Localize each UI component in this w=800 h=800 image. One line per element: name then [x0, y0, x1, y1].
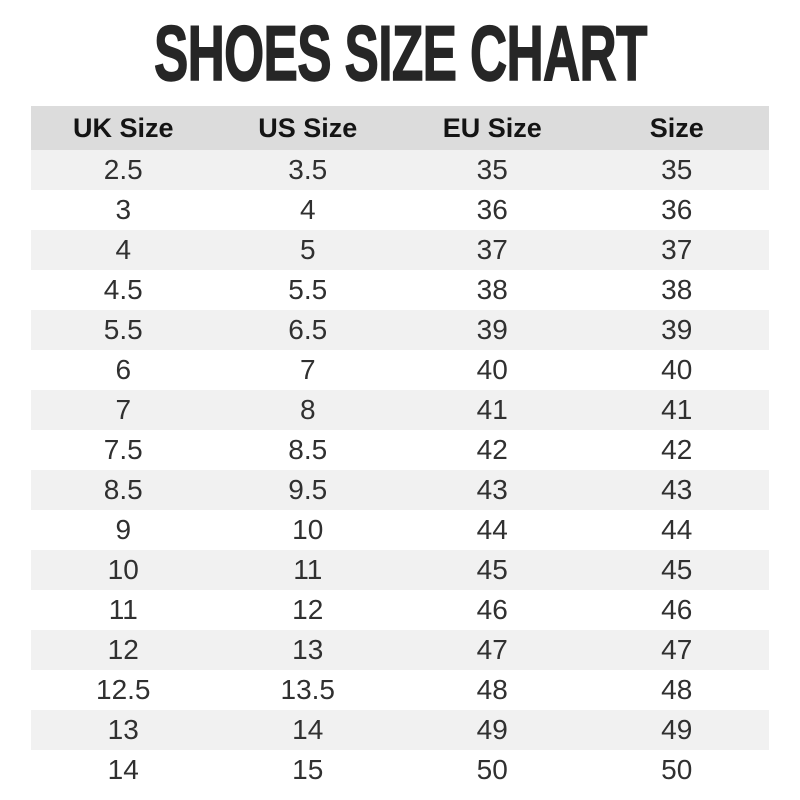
us-size-cell: 8.5 — [288, 434, 328, 465]
uk-size-cell: 7.5 — [103, 434, 143, 465]
table-row: 4.5 5.5 38 38 — [31, 270, 769, 310]
uk-size-cell: 11 — [108, 594, 138, 625]
table-row: 10 11 45 45 — [31, 550, 769, 590]
table-row: 7.5 8.5 42 42 — [31, 430, 769, 470]
uk-size-cell: 7 — [115, 394, 132, 425]
size-cell: 41 — [661, 394, 693, 425]
table-body: 2.5 3.5 35 35 3 4 36 36 4 5 37 37 — [31, 150, 769, 790]
eu-size-cell: 50 — [476, 754, 508, 785]
size-cell: 37 — [661, 234, 693, 265]
table-row: 11 12 46 46 — [31, 590, 769, 630]
eu-size-cell: 47 — [476, 634, 508, 665]
us-size-cell: 11 — [293, 554, 323, 585]
column-header-us-size: US Size — [215, 106, 400, 150]
table-head: UK Size US Size EU Size Size — [31, 106, 769, 150]
eu-size-cell: 38 — [476, 274, 508, 305]
us-size-cell: 8 — [299, 394, 316, 425]
uk-size-cell: 5.5 — [103, 314, 143, 345]
table-row: 2.5 3.5 35 35 — [31, 150, 769, 190]
table-row: 5.5 6.5 39 39 — [31, 310, 769, 350]
column-header-uk-size: UK Size — [31, 106, 216, 150]
table-row: 12.5 13.5 48 48 — [31, 670, 769, 710]
us-size-cell: 6.5 — [288, 314, 328, 345]
eu-size-cell: 37 — [476, 234, 508, 265]
us-size-cell: 9.5 — [288, 474, 328, 505]
column-header-eu-size: EU Size — [400, 106, 585, 150]
us-size-cell: 5 — [299, 234, 316, 265]
uk-size-cell: 3 — [115, 194, 132, 225]
uk-size-cell: 4.5 — [103, 274, 143, 305]
size-cell: 47 — [661, 634, 693, 665]
size-cell: 38 — [661, 274, 693, 305]
uk-size-cell: 9 — [115, 514, 132, 545]
eu-size-cell: 43 — [476, 474, 508, 505]
title-bar: SHOES SIZE CHART — [0, 0, 800, 106]
table-row: 12 13 47 47 — [31, 630, 769, 670]
eu-size-cell: 39 — [476, 314, 508, 345]
table-row: 7 8 41 41 — [31, 390, 769, 430]
uk-size-cell: 12.5 — [96, 674, 151, 705]
eu-size-cell: 42 — [476, 434, 508, 465]
eu-size-cell: 46 — [476, 594, 508, 625]
eu-size-cell: 40 — [476, 354, 508, 385]
us-size-cell: 3.5 — [288, 154, 328, 185]
uk-size-cell: 12 — [107, 634, 139, 665]
size-cell: 40 — [661, 354, 693, 385]
uk-size-cell: 4 — [115, 234, 132, 265]
size-cell: 46 — [661, 594, 693, 625]
size-chart-table: UK Size US Size EU Size Size 2.5 3.5 35 … — [31, 106, 769, 790]
table-row: 9 10 44 44 — [31, 510, 769, 550]
us-size-cell: 7 — [299, 354, 316, 385]
uk-size-cell: 8.5 — [103, 474, 143, 505]
size-cell: 49 — [661, 714, 693, 745]
us-size-cell: 15 — [292, 754, 324, 785]
table-row: 14 15 50 50 — [31, 750, 769, 790]
eu-size-cell: 35 — [476, 154, 508, 185]
table-row: 13 14 49 49 — [31, 710, 769, 750]
eu-size-cell: 41 — [476, 394, 508, 425]
eu-size-cell: 48 — [476, 674, 508, 705]
size-cell: 48 — [661, 674, 693, 705]
uk-size-cell: 6 — [115, 354, 132, 385]
us-size-cell: 5.5 — [288, 274, 328, 305]
table-row: 8.5 9.5 43 43 — [31, 470, 769, 510]
size-cell: 50 — [661, 754, 693, 785]
eu-size-cell: 36 — [476, 194, 508, 225]
table-header-row: UK Size US Size EU Size Size — [31, 106, 769, 150]
uk-size-cell: 2.5 — [103, 154, 143, 185]
size-cell: 35 — [661, 154, 693, 185]
us-size-cell: 12 — [292, 594, 324, 625]
uk-size-cell: 10 — [107, 554, 139, 585]
column-header-size: Size — [584, 106, 769, 150]
table-row: 3 4 36 36 — [31, 190, 769, 230]
us-size-cell: 13.5 — [280, 674, 336, 705]
us-size-cell: 13 — [292, 634, 324, 665]
size-cell: 43 — [661, 474, 693, 505]
size-cell: 36 — [661, 194, 693, 225]
eu-size-cell: 45 — [476, 554, 508, 585]
uk-size-cell: 13 — [107, 714, 139, 745]
eu-size-cell: 44 — [476, 514, 508, 545]
us-size-cell: 14 — [292, 714, 324, 745]
size-cell: 44 — [661, 514, 693, 545]
size-cell: 42 — [661, 434, 693, 465]
eu-size-cell: 49 — [476, 714, 508, 745]
uk-size-cell: 14 — [107, 754, 139, 785]
size-cell: 39 — [661, 314, 693, 345]
size-cell: 45 — [661, 554, 693, 585]
us-size-cell: 10 — [292, 514, 324, 545]
us-size-cell: 4 — [299, 194, 316, 225]
page-title: SHOES SIZE CHART — [153, 9, 648, 97]
table-row: 6 7 40 40 — [31, 350, 769, 390]
table-row: 4 5 37 37 — [31, 230, 769, 270]
